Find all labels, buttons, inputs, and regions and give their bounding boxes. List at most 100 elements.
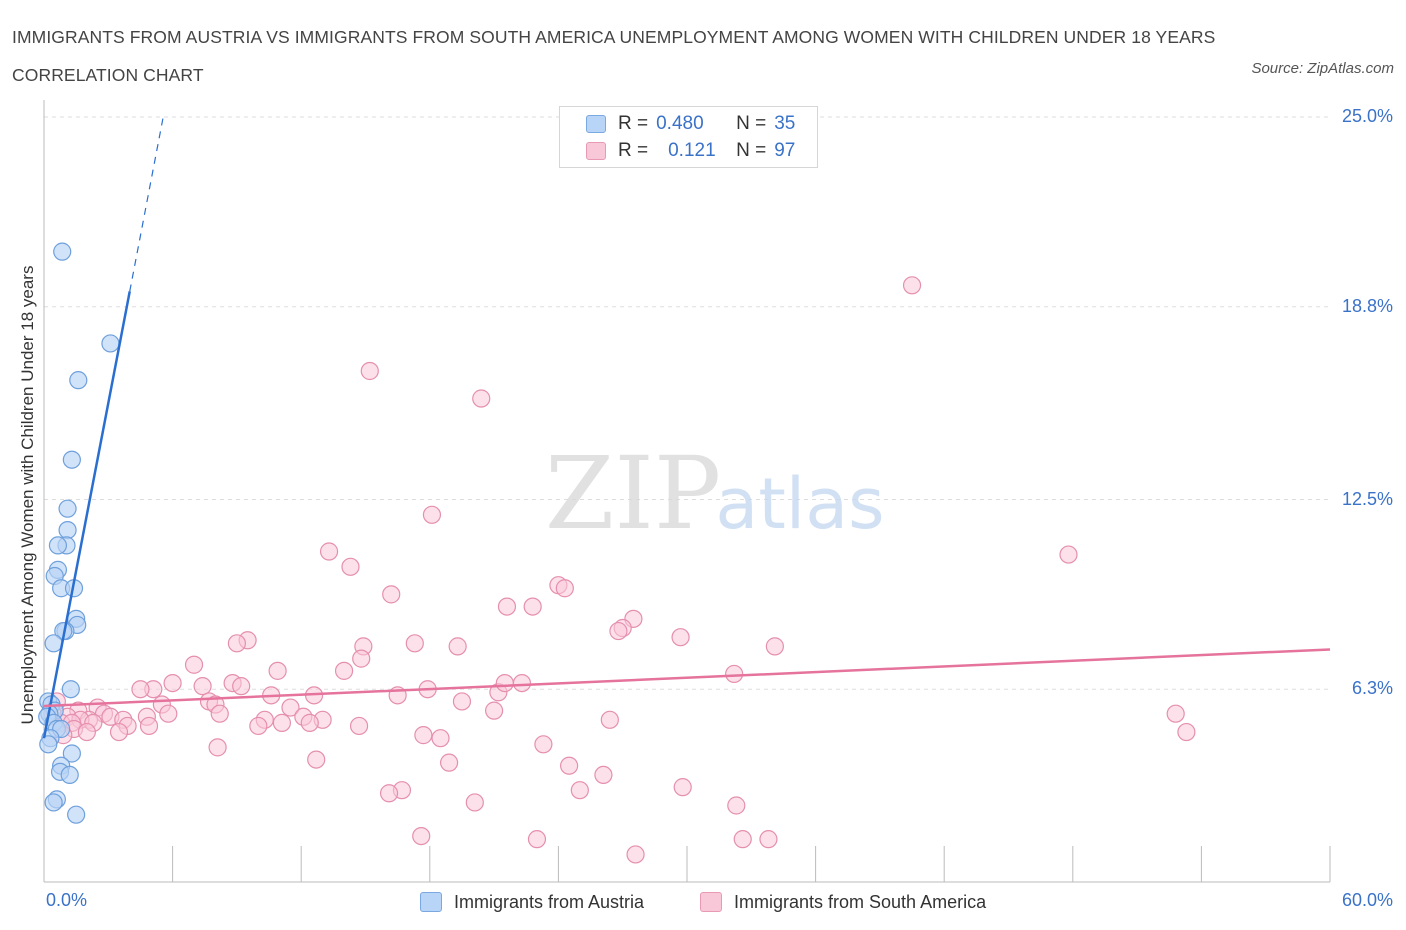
south-america-point-84 — [465, 793, 484, 812]
austria-point-31 — [60, 765, 79, 785]
south-america-point-5 — [319, 542, 339, 561]
legend-austria-n-label: N = — [736, 113, 767, 134]
legend: R = 0.480 N = 35 R = 0.121 N = 97 — [559, 106, 818, 168]
south-america-point-15 — [671, 628, 690, 647]
chart-title: IMMIGRANTS FROM AUSTRIA VS IMMIGRANTS FR… — [12, 27, 1216, 85]
austria-point-34 — [67, 805, 86, 824]
legend-swatch-south-america — [586, 142, 606, 160]
south-america-point-71 — [77, 722, 96, 742]
x-tick-label-min: 0.0% — [46, 890, 88, 910]
y-tick-label-1: 12.5% — [1341, 488, 1393, 509]
south-america-point-22 — [352, 649, 371, 668]
austria-point-17 — [61, 680, 80, 699]
south-america-point-3 — [422, 505, 442, 524]
y-tick-label-0: 6.3% — [1351, 678, 1393, 699]
south-america-point-85 — [673, 778, 692, 797]
legend-austria-r-label: R = — [618, 113, 649, 134]
south-america-trend-line — [43, 648, 1331, 708]
bottom-legend-austria-label: Immigrants from Austria — [454, 891, 645, 912]
south-america-point-43 — [452, 692, 472, 711]
south-america-point-27 — [163, 673, 182, 693]
bottom-swatch-south-america — [700, 892, 722, 912]
south-america-point-1 — [360, 361, 379, 381]
south-america-point-10 — [497, 597, 517, 616]
austria-point-28 — [62, 744, 81, 763]
south-america-point-11 — [523, 597, 542, 616]
bottom-legend-south-america: Immigrants from South America — [700, 890, 986, 914]
south-america-point-68 — [349, 716, 369, 736]
south-america-point-93 — [759, 830, 778, 849]
south-america-point-76 — [1166, 704, 1185, 723]
south-america-point-66 — [249, 716, 268, 736]
south-america-point-30 — [232, 677, 251, 696]
south-america-point-57 — [485, 701, 504, 720]
south-america-point-91 — [527, 830, 547, 849]
austria-point-1 — [101, 334, 120, 353]
south-america-point-20 — [765, 637, 784, 656]
y-tick-label-3: 25.0% — [1341, 106, 1393, 126]
south-america-point-67 — [300, 713, 319, 732]
watermark-atlas: atlas — [715, 463, 884, 545]
south-america-point-83 — [594, 765, 613, 785]
austria-point-27 — [39, 735, 58, 754]
south-america-point-75 — [600, 710, 619, 729]
south-america-point-14 — [609, 621, 628, 641]
south-america-point-80 — [307, 750, 326, 769]
south-america-point-17 — [227, 634, 246, 653]
south-america-point-6 — [341, 557, 360, 576]
south-america-point-25 — [268, 661, 287, 680]
south-america-point-86 — [570, 781, 589, 800]
south-america-points — [43, 276, 1196, 864]
bottom-legend-austria: Immigrants from Austria — [420, 890, 644, 914]
austria-trend-extension — [129, 116, 164, 292]
south-america-point-82 — [560, 756, 579, 775]
south-america-point-38 — [495, 673, 514, 693]
austria-points — [38, 242, 120, 824]
south-america-point-24 — [334, 661, 354, 680]
south-america-point-32 — [131, 680, 150, 699]
south-america-point-65 — [139, 716, 159, 736]
legend-south-america-r-value: 0.121 — [668, 140, 716, 161]
south-america-point-0 — [902, 276, 922, 295]
austria-trend-line — [42, 291, 131, 739]
south-america-point-23 — [184, 655, 204, 674]
south-america-point-48 — [210, 704, 229, 723]
south-america-point-7 — [382, 585, 401, 604]
legend-swatch-austria — [586, 115, 606, 133]
south-america-point-29 — [193, 677, 212, 696]
south-america-point-4 — [1059, 545, 1078, 564]
legend-austria-r-value: 0.480 — [656, 113, 704, 134]
south-america-point-81 — [439, 753, 459, 772]
watermark-zip: ZIP — [545, 435, 721, 552]
grid-lines — [44, 116, 1330, 690]
south-america-point-92 — [733, 830, 752, 849]
south-america-point-44 — [281, 698, 300, 717]
trend-lines — [42, 116, 1331, 739]
south-america-point-79 — [534, 735, 553, 754]
austria-point-0 — [53, 242, 72, 261]
south-america-point-19 — [448, 637, 467, 656]
x-tick-label-max: 60.0% — [1341, 890, 1393, 910]
south-america-point-39 — [512, 673, 532, 693]
austria-point-33 — [44, 793, 63, 812]
south-america-point-90 — [412, 826, 431, 846]
austria-point-16 — [44, 634, 63, 653]
south-america-point-49 — [159, 704, 178, 723]
austria-point-4 — [58, 499, 77, 518]
bottom-legend-south-america-label: Immigrants from South America — [734, 891, 987, 912]
south-america-point-26 — [725, 664, 744, 684]
austria-point-5 — [58, 520, 77, 540]
south-america-point-2 — [472, 389, 491, 408]
source-label: Source: ZipAtlas.com — [1251, 60, 1394, 77]
south-america-point-74 — [431, 729, 450, 748]
austria-point-2 — [69, 371, 88, 390]
south-america-point-88 — [379, 784, 399, 803]
legend-row-south-america: R = 0.121 N = 97 — [586, 138, 795, 164]
legend-south-america-n-label: N = — [736, 140, 767, 161]
south-america-point-73 — [414, 726, 433, 745]
south-america-point-78 — [208, 738, 227, 757]
south-america-point-70 — [109, 722, 129, 742]
bottom-swatch-austria — [420, 892, 442, 912]
legend-austria-n-value: 35 — [774, 113, 796, 134]
